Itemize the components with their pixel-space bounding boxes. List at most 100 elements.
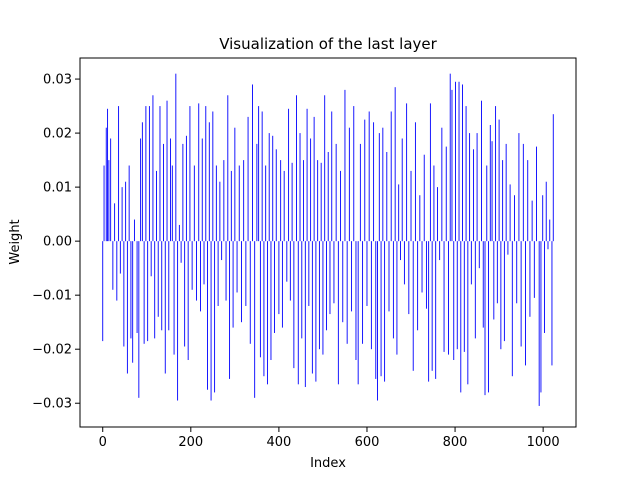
bar <box>392 241 394 339</box>
bar <box>196 241 197 301</box>
bar <box>495 106 497 242</box>
bar <box>223 160 225 242</box>
bar <box>103 165 105 242</box>
bar <box>296 95 297 242</box>
bar <box>227 95 229 242</box>
bar <box>157 241 159 317</box>
bar <box>152 95 154 242</box>
bar <box>378 133 380 242</box>
bar <box>311 241 313 374</box>
bar <box>166 100 168 242</box>
x-tick-label: 600 <box>355 435 380 450</box>
bar <box>449 73 451 242</box>
bar <box>353 106 355 242</box>
bar <box>107 108 109 242</box>
bar <box>340 170 342 242</box>
bar <box>143 241 145 344</box>
bar <box>445 146 447 242</box>
bar <box>421 241 423 293</box>
bar <box>408 241 410 315</box>
bar <box>230 170 232 242</box>
bar <box>545 181 547 242</box>
bar <box>368 111 370 242</box>
bar <box>168 241 170 331</box>
bar <box>384 241 386 382</box>
bar <box>178 224 180 242</box>
bar <box>156 170 157 242</box>
bar <box>102 241 104 342</box>
bar <box>241 241 242 323</box>
bar <box>346 241 348 344</box>
y-tick-label: −0.03 <box>32 397 72 412</box>
bar <box>386 152 388 242</box>
bar <box>236 241 238 293</box>
bar <box>210 241 212 401</box>
bar <box>317 160 319 242</box>
bar <box>474 241 476 339</box>
bar <box>433 165 435 242</box>
bar <box>462 84 463 242</box>
bar <box>252 84 253 242</box>
plot-frame <box>79 57 577 428</box>
bar <box>114 203 116 242</box>
bar <box>148 106 150 242</box>
bar <box>520 241 522 347</box>
bar <box>481 100 482 242</box>
bar <box>388 241 390 312</box>
x-axis-label: Index <box>310 456 346 471</box>
bar <box>150 241 152 277</box>
bar <box>410 170 412 242</box>
bar <box>272 135 274 242</box>
bar <box>425 241 427 309</box>
y-tick-label: 0.01 <box>43 181 72 196</box>
bar <box>455 81 456 242</box>
bar <box>288 108 290 242</box>
y-tick-label: 0.00 <box>43 235 72 250</box>
bar <box>249 241 251 344</box>
bar <box>456 241 458 350</box>
x-tick-label: 400 <box>266 435 291 450</box>
bar <box>281 241 283 328</box>
bar <box>527 160 529 242</box>
bar <box>473 149 475 242</box>
bar <box>136 241 138 333</box>
bar <box>238 165 240 242</box>
bar <box>184 241 186 347</box>
bar <box>308 241 310 306</box>
bar <box>254 241 256 398</box>
chart-title: Visualization of the last layer <box>219 35 437 53</box>
bar <box>306 108 308 242</box>
bar <box>401 138 403 242</box>
bar <box>507 241 509 255</box>
bar <box>478 241 480 269</box>
bar <box>333 241 335 304</box>
bar <box>423 154 425 242</box>
bar <box>289 241 291 301</box>
bar <box>133 219 135 242</box>
bar <box>243 160 245 242</box>
bar <box>126 241 128 374</box>
bar <box>536 146 537 242</box>
bar <box>366 241 368 306</box>
bar <box>170 138 172 242</box>
bar <box>348 127 350 242</box>
bar <box>542 195 544 242</box>
bar <box>177 241 179 401</box>
bar <box>460 241 462 393</box>
bar <box>180 241 182 263</box>
bar <box>435 241 437 379</box>
bar <box>171 165 173 242</box>
bar <box>398 184 400 242</box>
bar <box>291 162 293 242</box>
y-axis-label: Weight <box>8 219 23 264</box>
bar <box>145 106 147 242</box>
bar <box>516 241 518 304</box>
bar <box>396 241 398 355</box>
bar <box>258 106 260 242</box>
bar <box>247 116 249 242</box>
bar <box>540 241 542 393</box>
bar <box>128 165 130 242</box>
bar <box>484 241 486 396</box>
